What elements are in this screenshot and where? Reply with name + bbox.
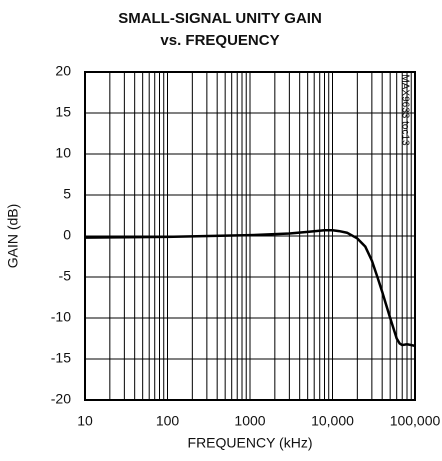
y-tick-label: -5 (59, 268, 72, 284)
y-tick-label: 10 (55, 145, 71, 161)
x-tick-label: 1000 (234, 413, 265, 429)
y-axis-label: GAIN (dB) (5, 204, 21, 269)
x-tick-label: 10 (77, 413, 93, 429)
line-series (84, 229, 416, 348)
y-tick-label: -15 (51, 350, 71, 366)
x-axis-label: FREQUENCY (kHz) (188, 435, 313, 451)
y-tick-label: 20 (55, 63, 71, 79)
y-tick-label: -10 (51, 309, 71, 325)
x-tick-label: 100 (156, 413, 180, 429)
chart-title: SMALL-SIGNAL UNITY GAIN (118, 10, 322, 27)
x-tick-label: 10,000 (311, 413, 354, 429)
x-tick-label: 100,000 (390, 413, 441, 429)
y-tick-label: 0 (63, 227, 71, 243)
y-tick-label: -20 (51, 391, 71, 407)
plot-frame (84, 71, 416, 401)
y-tick-label: 15 (55, 104, 71, 120)
chart-subtitle: vs. FREQUENCY (160, 32, 279, 49)
y-tick-label: 5 (63, 186, 71, 202)
annotation: MAX9633 toc13 (399, 74, 410, 146)
